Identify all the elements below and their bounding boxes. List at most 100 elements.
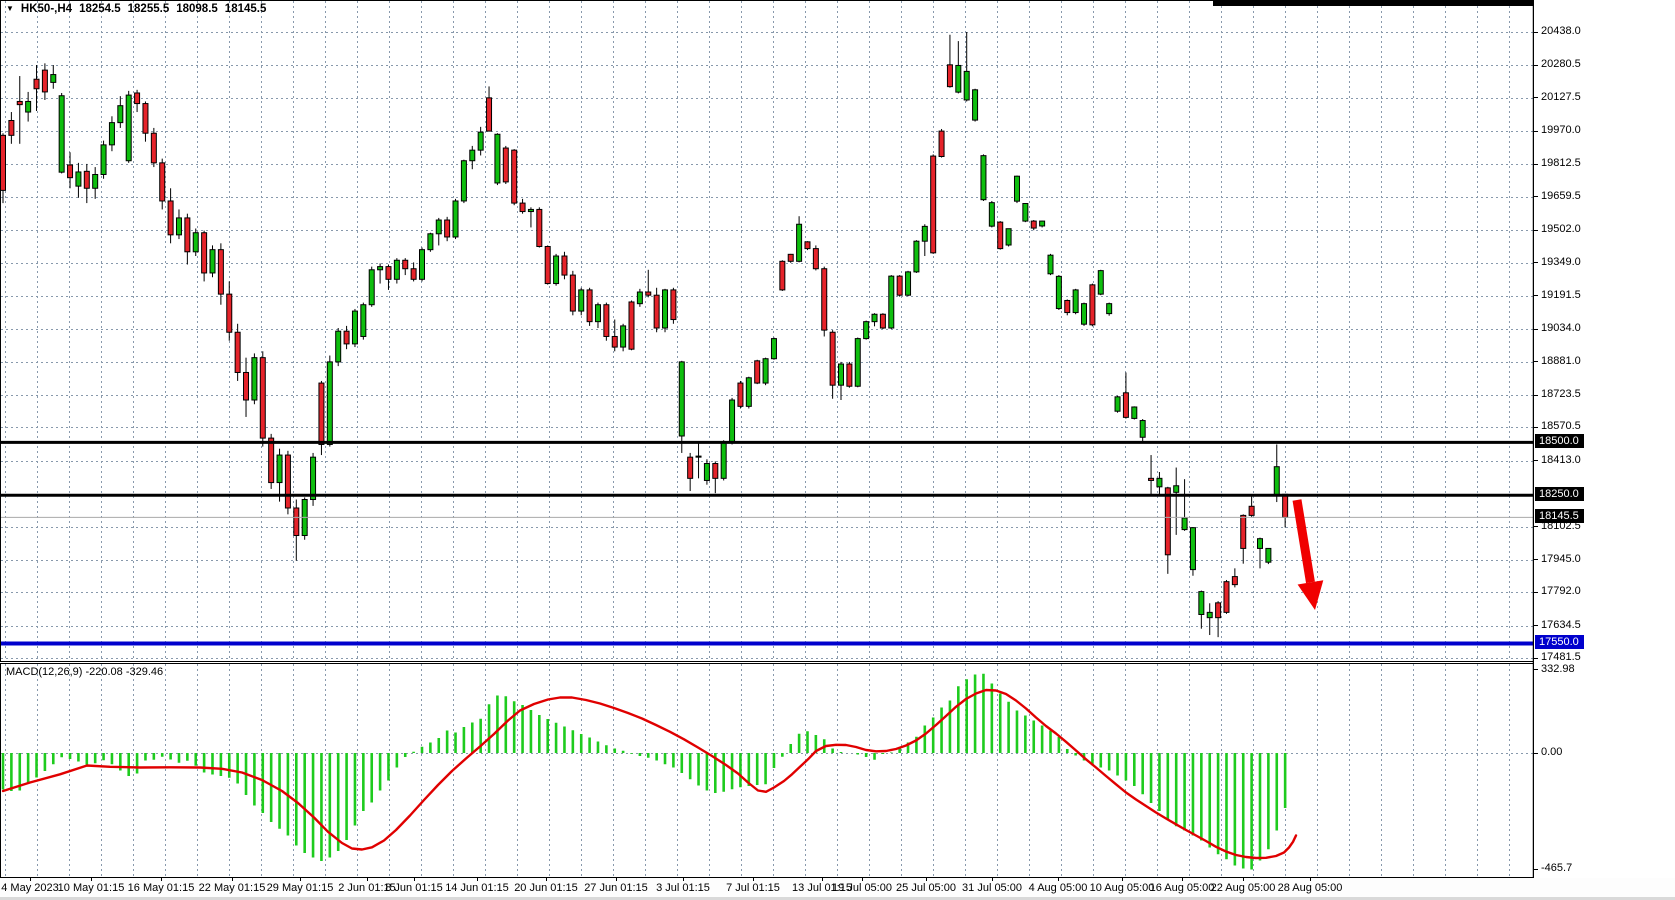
date-axis-tickmark <box>1310 878 1311 881</box>
candle-body <box>863 321 870 340</box>
candle-body <box>41 69 48 93</box>
date-axis-tickmark <box>862 878 863 881</box>
price-axis-tickmark <box>1534 196 1538 198</box>
date-axis-tickmark <box>414 878 415 881</box>
candle-body <box>553 255 560 285</box>
chart-canvas[interactable] <box>0 0 1534 878</box>
macd-scale-label: -465.7 <box>1541 862 1573 875</box>
date-axis[interactable]: 4 May 2023 10 May 01:15 16 May 01:15 22 May… <box>0 878 1675 900</box>
price-tick-label: 18413.0 <box>1541 453 1581 466</box>
date-axis-tickmark <box>1182 878 1183 881</box>
candle-body <box>988 202 995 227</box>
price-axis-tickmark <box>1534 625 1538 627</box>
price-axis-tickmark <box>1534 657 1538 659</box>
candle-body <box>16 100 23 106</box>
candle-body <box>729 399 736 443</box>
date-axis-tickmark <box>477 878 478 881</box>
top-black-bar[interactable] <box>1213 0 1533 6</box>
candle-body <box>1072 289 1079 314</box>
candle-body <box>318 382 325 445</box>
candle-body <box>92 173 99 189</box>
date-label: 16 Aug 05:00 <box>1149 882 1215 894</box>
candle-body <box>469 149 476 162</box>
candle-body <box>1081 303 1088 325</box>
candle-body <box>1005 228 1012 246</box>
price-tick-label: 19970.0 <box>1541 124 1581 137</box>
price-axis-tickmark <box>1534 361 1538 363</box>
candle-body <box>234 331 241 373</box>
price-tick-label: 20127.5 <box>1541 90 1581 103</box>
date-axis-tickmark <box>30 878 31 881</box>
candle-body <box>745 377 752 407</box>
date-label: 8 Jun 01:15 <box>385 882 443 894</box>
candle-body <box>1156 477 1163 488</box>
candle-body <box>804 241 811 250</box>
candle-body <box>896 275 903 296</box>
price-axis-tickmark <box>1534 426 1538 428</box>
candle-body <box>1181 517 1188 531</box>
candle-body <box>955 64 962 93</box>
date-axis-tickmark <box>367 878 368 881</box>
candle-body <box>854 338 861 387</box>
candle-body <box>1265 547 1272 563</box>
candle-body <box>879 313 886 329</box>
candle-body <box>712 463 719 479</box>
candle-body <box>1114 396 1121 412</box>
ohlc-header: ▼ HK50-,H4 18254.5 18255.5 18098.5 18145… <box>6 3 266 15</box>
price-tick-label: 19349.0 <box>1541 255 1581 268</box>
price-tick-label: 19502.0 <box>1541 223 1581 236</box>
candle-body <box>159 162 166 202</box>
candle-body <box>452 200 459 238</box>
date-axis-tickmark <box>1058 878 1059 881</box>
candle-body <box>351 310 358 345</box>
candle-body <box>410 268 417 280</box>
price-axis-tickmark <box>1534 64 1538 66</box>
candle-body <box>435 219 442 235</box>
price-tick-label: 19191.5 <box>1541 288 1581 301</box>
price-tick-label: 20280.5 <box>1541 58 1581 71</box>
date-label: 13 Jul 01:15 <box>792 882 852 894</box>
date-axis-tickmark <box>1122 878 1123 881</box>
price-axis-tickmark <box>1534 394 1538 396</box>
date-label: 2 Jun 01:15 <box>338 882 396 894</box>
candle-body <box>310 456 317 501</box>
candle-body <box>175 217 182 236</box>
candle-body <box>871 313 878 323</box>
candle-body <box>502 147 509 183</box>
candle-body <box>1131 406 1138 419</box>
down-arrow-shaft[interactable] <box>1292 499 1315 584</box>
down-arrow-head[interactable] <box>1297 580 1324 610</box>
candle-body <box>888 275 895 329</box>
candle-body <box>393 259 400 280</box>
candle-body <box>167 200 174 236</box>
candle-body <box>527 208 534 213</box>
candle-body <box>645 291 652 296</box>
ohlc-open: 18254.5 <box>79 3 121 15</box>
candle-body <box>1240 514 1247 549</box>
candle-body <box>1022 203 1029 222</box>
date-axis-tickmark <box>683 878 684 881</box>
candle-body <box>963 70 970 101</box>
candle-body <box>293 507 300 537</box>
candle-body <box>536 208 543 247</box>
price-axis[interactable]: 20438.0 20280.5 20127.5 19970.0 19812.5 19659… <box>1534 0 1675 878</box>
candle-body <box>1273 466 1280 496</box>
ohlc-high: 18255.5 <box>127 3 170 15</box>
date-axis-tickmark <box>161 878 162 881</box>
candle-body <box>762 358 769 384</box>
price-axis-tickmark <box>1534 31 1538 33</box>
candle-body <box>720 441 727 479</box>
level-price-tag-resistance-18500: 18500.0 <box>1535 434 1584 449</box>
ohlc-low: 18098.5 <box>176 3 218 15</box>
candle-body <box>50 74 57 83</box>
candle-body <box>477 131 484 151</box>
date-label: 3 Jul 01:15 <box>656 882 710 894</box>
candle-body <box>1189 527 1196 571</box>
candle-body <box>519 202 526 213</box>
candle-body <box>594 304 601 323</box>
level-price-tag-current-price: 18145.5 <box>1535 509 1584 524</box>
candle-body <box>829 331 836 386</box>
candle-body <box>209 249 216 274</box>
date-axis-tickmark <box>616 878 617 881</box>
price-tick-label: 19812.5 <box>1541 157 1581 170</box>
